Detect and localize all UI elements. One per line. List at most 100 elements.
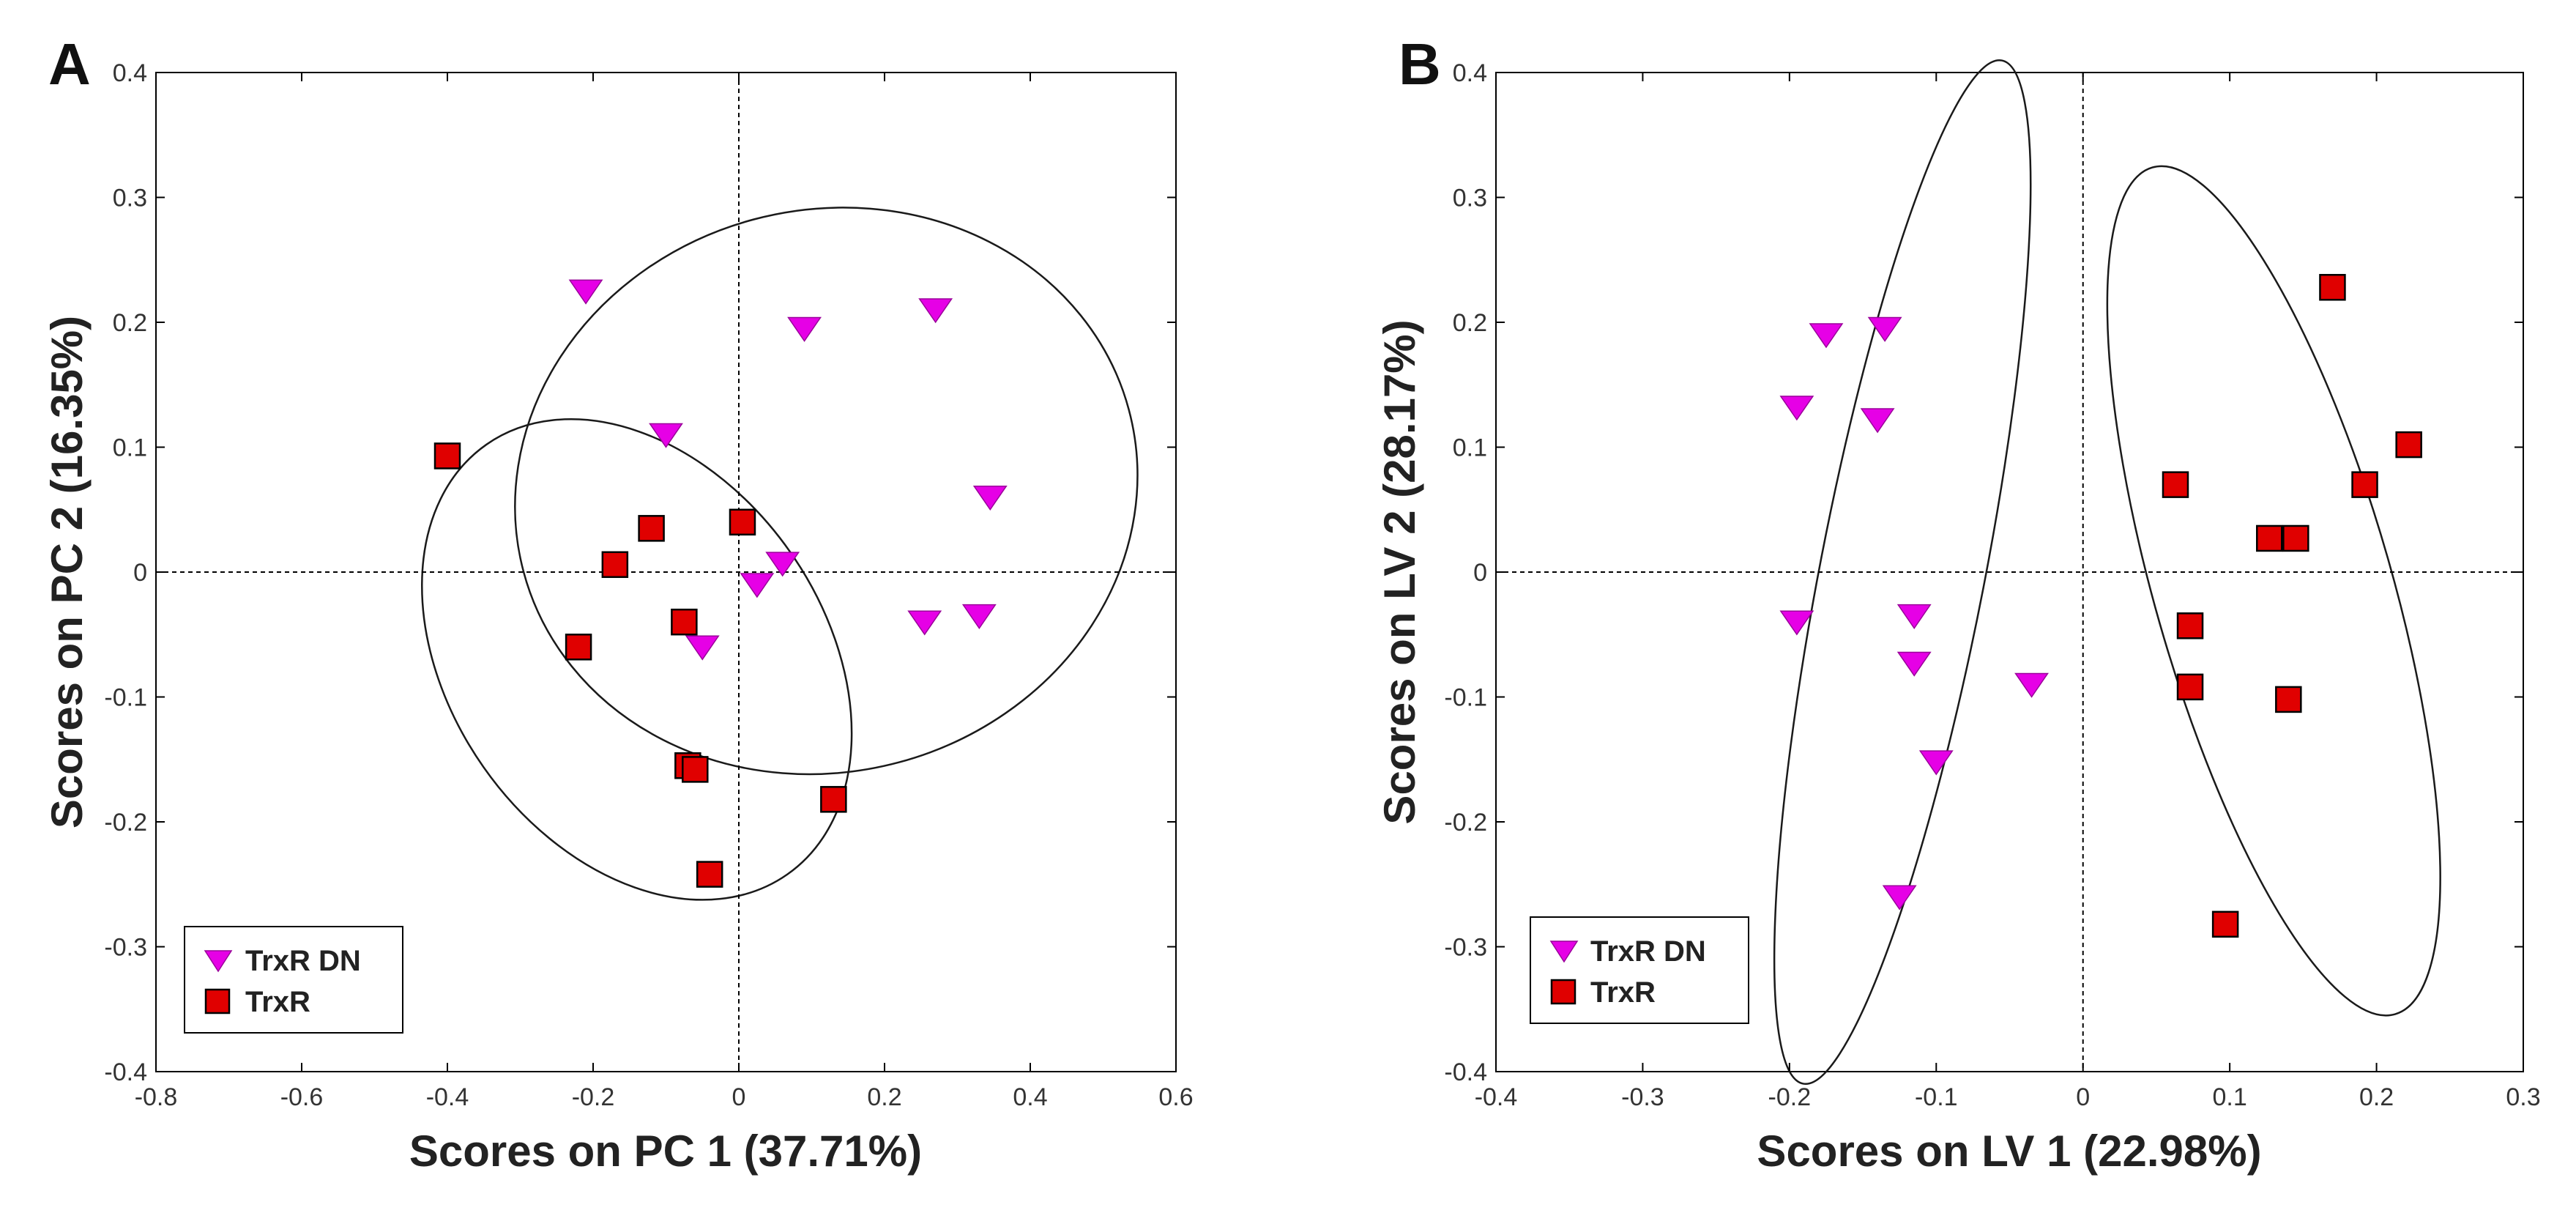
panel-a-trxr-dn-point (972, 485, 1008, 511)
panel-b-trxr-point (2395, 431, 2422, 459)
panel-a-letter: A (48, 31, 91, 97)
panel-a-ellipse-0 (514, 207, 1139, 776)
panel-a-y-tick-label: 0.2 (113, 309, 147, 337)
panel-b-trxr-point (2319, 274, 2346, 301)
panel-b-x-tick-label: -0.1 (1915, 1083, 1958, 1111)
panel-a-y-tick-label: -0.2 (104, 809, 147, 837)
panel-a-trxr-point (638, 515, 665, 542)
panel-b-ellipses (1773, 59, 2441, 1086)
panel-b-legend-trxr-label: TrxR (1590, 976, 1656, 1009)
panel-a-x-axis-title: Scores on PC 1 (37.71%) (409, 1127, 922, 1176)
panel-b-x-tick-label: 0.2 (2359, 1083, 2394, 1111)
panel-b-x-tick-label: -0.3 (1621, 1083, 1664, 1111)
panel-a-y-axis-title: Scores on PC 2 (16.35%) (42, 316, 92, 828)
panel-b-trxr-dn-point (1882, 885, 1917, 910)
panel-a-trxr-dn-point (961, 604, 997, 629)
panel-b-y-axis-title: Scores on LV 2 (28.17%) (1375, 319, 1424, 824)
panel-a: A -0.8 -0.6 -0.4 -0.2 0 0.2 0.4 0.6 -0.4 -0.3 -0.2… (42, 31, 1194, 1176)
panel-a-trxr-point (729, 508, 756, 536)
panel-b-x-tick-label: -0.2 (1768, 1083, 1812, 1111)
panel-b-x-tick-label: 0 (2076, 1083, 2090, 1111)
panel-b-trxr-dn-point (1860, 408, 1895, 434)
panel-a-ellipses (421, 207, 1139, 901)
panel-b-y-tick-label: 0.3 (1453, 185, 1487, 212)
panel-a-y-tick-label: 0.1 (113, 434, 147, 462)
panel-b-y-tick-label: 0.2 (1453, 309, 1487, 337)
panel-b-trxr-point (2275, 686, 2302, 713)
panel-b-letter: B (1399, 31, 1441, 97)
panel-a-y-tick-label: -0.4 (104, 1058, 147, 1086)
panel-a-y-tick-label: 0.4 (113, 59, 147, 87)
panel-b-reference-lines (1496, 73, 2523, 1072)
panel-b-y-tick-label: -0.3 (1444, 934, 1487, 962)
panel-a-trxr-dn-point (918, 298, 953, 324)
panel-a-legend-box (184, 926, 403, 1034)
panel-b-trxr-dn-point (2014, 672, 2049, 698)
panel-a-x-tick-label: -0.6 (280, 1083, 324, 1111)
panel-a-ticks: -0.8 -0.6 -0.4 -0.2 0 0.2 0.4 0.6 -0.4 -0.3 -0.2 -0… (104, 59, 1193, 1111)
panel-b-x-tick-label: -0.4 (1475, 1083, 1518, 1111)
panel-a-x-tick-label: 0.6 (1158, 1083, 1193, 1111)
panel-a-trxr-dn-point (907, 610, 942, 636)
panel-b-x-tick-label: 0.1 (2213, 1083, 2247, 1111)
panel-a-x-tick-label: 0.2 (867, 1083, 901, 1111)
panel-b-trxr-dn-point (1779, 396, 1814, 421)
panel-a-points (433, 279, 1008, 888)
panel-a-x-tick-label: -0.8 (135, 1083, 178, 1111)
panel-b-x-axis-title: Scores on LV 1 (22.98%) (1757, 1127, 2261, 1176)
panel-a-ellipse-1 (421, 418, 853, 901)
panel-b-legend-box (1530, 916, 1749, 1024)
panel-a-legend-trxr-dn-marker (204, 950, 233, 973)
panel-b-trxr-point (2162, 471, 2189, 498)
panel-a-trxr-dn-point (787, 316, 822, 342)
panel-b-y-tick-label: -0.1 (1444, 684, 1487, 712)
panel-b-trxr-dn-point (1867, 316, 1902, 342)
panel-b-trxr-point (2256, 524, 2283, 552)
panel-a-trxr-point (565, 634, 592, 661)
panel-a-legend-trxr-dn-label: TrxR DN (245, 945, 361, 977)
panel-a-x-tick-label: 0 (732, 1083, 746, 1111)
panel-a-trxr-point (433, 442, 461, 470)
panel-a-trxr-dn-point (685, 635, 720, 661)
panel-a-trxr-dn-point (649, 423, 683, 448)
panel-b: B -0.4 -0.3 -0.2 -0.1 0 0.1 0.2 0.3 -0.4 -0.3 -0.2… (1375, 31, 2541, 1176)
panel-b-ellipse-0 (1773, 59, 2032, 1086)
panel-b-ellipse-1 (2106, 165, 2441, 1017)
panel-a-y-tick-label: 0.3 (113, 185, 147, 212)
panel-a-trxr-point (601, 551, 629, 579)
panel-b-legend-trxr-dn-marker (1549, 941, 1579, 963)
panel-b-trxr-point (2211, 910, 2239, 938)
panel-b-trxr-dn-point (1896, 651, 1932, 677)
panel-b-y-tick-label: -0.2 (1444, 809, 1487, 837)
panel-b-trxr-point (2351, 471, 2378, 498)
panel-a-trxr-point (671, 608, 698, 636)
panel-a-trxr-dn-point (740, 573, 775, 598)
panel-b-trxr-dn-point (1809, 323, 1844, 349)
panel-b-y-tick-label: 0.4 (1453, 59, 1487, 87)
panel-a-y-tick-label: 0 (133, 559, 147, 587)
panel-a-legend-trxr-marker (204, 988, 231, 1014)
panel-a-trxr-point (696, 861, 723, 888)
panel-b-trxr-point (2176, 612, 2204, 639)
panel-b-legend-trxr-dn-label: TrxR DN (1590, 935, 1706, 968)
panel-b-y-tick-label: 0.1 (1453, 434, 1487, 462)
panel-b-points (1779, 274, 2422, 938)
panel-a-legend-trxr-label: TrxR (245, 986, 310, 1018)
panel-b-trxr-dn-point (1918, 750, 1954, 776)
panel-a-reference-lines (156, 73, 1176, 1072)
panel-b-trxr-point (2282, 524, 2309, 552)
panel-a-trxr-point (820, 786, 847, 813)
panel-a-x-tick-label: -0.2 (572, 1083, 615, 1111)
panel-b-y-tick-label: -0.4 (1444, 1058, 1487, 1086)
panel-a-y-tick-label: -0.1 (104, 684, 147, 712)
panel-a-trxr-dn-point (568, 279, 603, 305)
panel-b-x-tick-label: 0.3 (2506, 1083, 2540, 1111)
panel-b-trxr-dn-point (1779, 610, 1814, 636)
panel-a-trxr-dn-point (765, 552, 800, 577)
panel-a-trxr-point (682, 756, 709, 783)
panel-b-ticks: -0.4 -0.3 -0.2 -0.1 0 0.1 0.2 0.3 -0.4 -0.3 -0.2 -0… (1444, 59, 2540, 1111)
panel-b-y-tick-label: 0 (1473, 559, 1487, 587)
panel-a-x-tick-label: 0.4 (1013, 1083, 1047, 1111)
panel-b-legend-trxr-marker (1550, 979, 1577, 1005)
